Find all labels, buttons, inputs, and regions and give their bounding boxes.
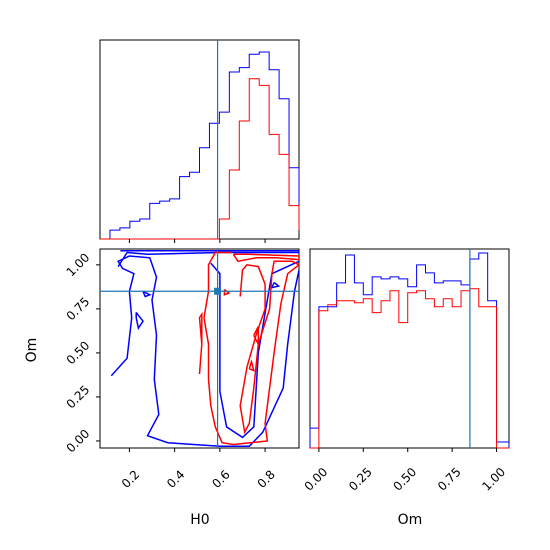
- joint-contour-blue: [210, 260, 299, 439]
- joint-contour-red: [248, 358, 255, 372]
- joint-contour-red: [232, 253, 299, 263]
- om-x-tick-label: 1.00: [479, 465, 508, 494]
- joint-contour-blue: [142, 290, 152, 298]
- joint-contour-red: [198, 311, 203, 375]
- om-y-tick-label: 0.50: [64, 339, 93, 368]
- h0-histogram-red-series: [100, 78, 300, 240]
- joint-contour-red: [203, 251, 299, 446]
- om-x-tick-label: 0.00: [302, 465, 331, 494]
- om-histogram-red-series: [310, 288, 509, 449]
- om-histogram-panel: 0.00 0.25 0.50 0.75 1.00: [302, 248, 510, 494]
- om-y-tick-label: 1.00: [64, 250, 93, 279]
- joint-contour-blue: [270, 281, 281, 289]
- joint-contour-blue: [110, 255, 299, 447]
- joint-contour-red: [223, 288, 231, 296]
- joint-contour-red: [253, 326, 260, 345]
- joint-contour-area: [110, 250, 299, 447]
- h0-x-tick-label: 0.8: [255, 467, 278, 490]
- joint-contour-blue: [135, 311, 144, 331]
- h0-histogram-panel: [99, 39, 300, 243]
- y-axis-title-om: Om: [24, 338, 40, 363]
- x-axis-title-h0: H0: [190, 512, 209, 528]
- x-axis-title-om: Om: [398, 512, 423, 528]
- om-histogram-frame: [309, 248, 510, 449]
- h0-histogram-blue-series: [100, 51, 300, 240]
- om-y-tick-label: 0.75: [64, 294, 93, 323]
- h0-x-tick-label: 0.4: [164, 467, 187, 490]
- om-y-tick-label: 0.00: [64, 427, 93, 456]
- joint-contour-panel: 0.2 0.4 0.6 0.8 0.00 0.25 0.50 0.75 1.00: [64, 248, 300, 491]
- h0-x-tick-label: 0.2: [119, 467, 142, 490]
- om-x-tick-label: 0.50: [390, 465, 419, 494]
- joint-contour-frame: [99, 248, 300, 449]
- om-x-tick-label: 0.25: [346, 465, 375, 494]
- joint-truth-marker: [214, 287, 222, 295]
- om-y-tick-label: 0.25: [64, 383, 93, 412]
- om-histogram-blue-series: [309, 252, 510, 448]
- om-x-tick-label: 0.75: [435, 465, 464, 494]
- h0-x-tick-label: 0.6: [209, 467, 232, 490]
